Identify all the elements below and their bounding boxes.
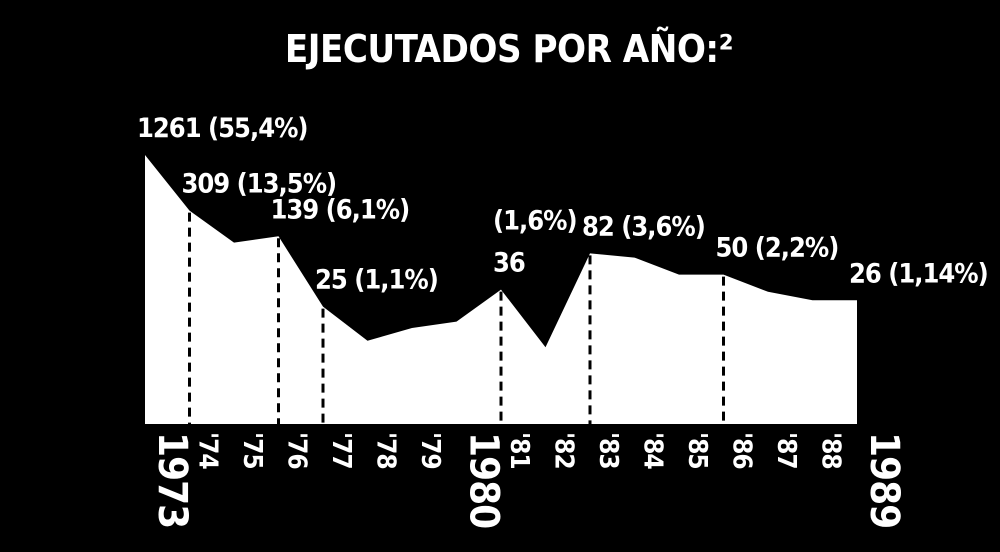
data-label: 309 (13,5%) — [182, 169, 337, 200]
data-label: 26 (1,14%) — [849, 258, 988, 289]
x-tick-label: '84 — [638, 432, 668, 469]
chart-title: EJECUTADOS POR AÑO:² — [285, 27, 733, 71]
data-label: 1261 (55,4%) — [137, 113, 308, 144]
x-tick-label: '74 — [193, 432, 223, 469]
x-tick-label: 1973 — [149, 432, 195, 528]
x-axis-ticks: 1973'74 '75 '76 '77 '78 '79 1980'81 '82 '83 '84 '8… — [149, 432, 907, 528]
x-tick-label: '75 — [237, 432, 267, 469]
x-tick-label: '77 — [326, 432, 356, 469]
data-label: (1,6%) — [493, 206, 577, 237]
x-tick-label: '88 — [816, 432, 846, 469]
data-label: 25 (1,1%) — [315, 265, 438, 296]
data-labels: 1261 (55,4%) 309 (13,5%)139 (6,1%) 25 (1,1… — [137, 113, 989, 296]
data-label: 82 (3,6%) — [582, 211, 705, 242]
data-label: 139 (6,1%) — [271, 194, 410, 225]
x-tick-label: 1989 — [861, 432, 907, 528]
data-label: 50 (2,2%) — [716, 233, 839, 264]
x-tick-label: '81 — [504, 432, 534, 469]
x-tick-label: '82 — [549, 432, 579, 469]
x-tick-label: '87 — [771, 432, 801, 469]
x-tick-label: '83 — [593, 432, 623, 469]
x-tick-label: '78 — [371, 432, 401, 469]
dashed-markers — [188, 212, 725, 424]
x-tick-label: '85 — [682, 432, 712, 469]
x-tick-label: 1980 — [461, 432, 507, 528]
x-tick-label: '79 — [415, 432, 445, 469]
x-tick-label: '76 — [282, 432, 312, 469]
data-label: 36 — [493, 248, 525, 279]
x-tick-label: '86 — [727, 432, 757, 469]
